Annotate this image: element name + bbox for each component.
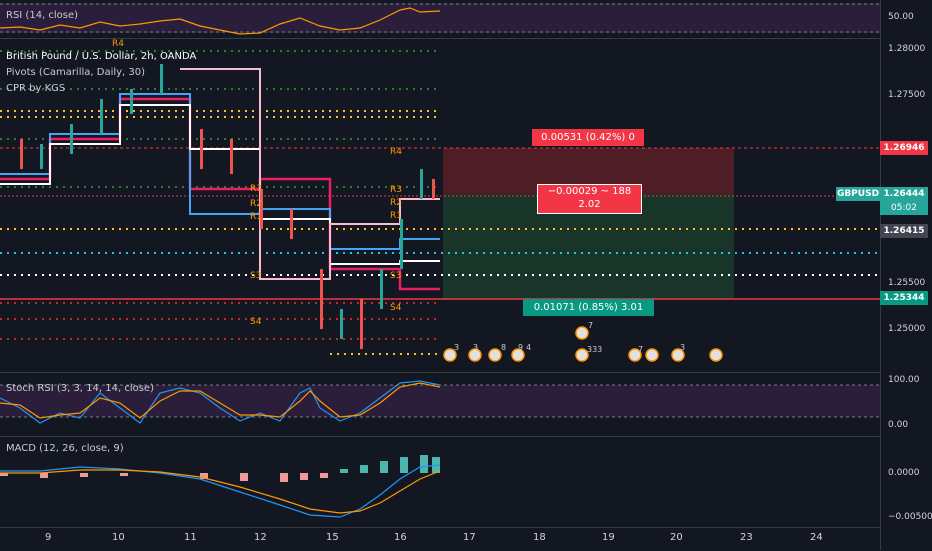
stoch-legend: Stoch RSI (3, 3, 14, 14, close) xyxy=(6,383,154,394)
rsi-plot xyxy=(0,3,880,35)
current-price-tag: 1.26444 xyxy=(880,187,928,201)
macd-plot xyxy=(0,455,441,518)
price-tick: 1.25500 xyxy=(888,278,926,288)
pivot-label: S4 xyxy=(390,303,402,313)
entry-price-tag: 1.26415 xyxy=(880,224,928,238)
time-label: 23 xyxy=(740,532,753,543)
event-count[interactable]: 4 xyxy=(526,343,532,352)
pl-label-box[interactable]: −0.00029 ~ 188 2.02 xyxy=(537,184,642,214)
price-axis[interactable] xyxy=(880,0,932,550)
pivot-label: R3 xyxy=(390,185,402,195)
rsi-pane: RSI (14, close) xyxy=(0,0,880,38)
price-plot[interactable] xyxy=(0,39,880,372)
macd-legend: MACD (12, 26, close, 9) xyxy=(6,443,124,454)
macd-tick: 0.0000 xyxy=(888,468,920,478)
pivots-legend: Pivots (Camarilla, Daily, 30) xyxy=(6,67,146,78)
time-label: 10 xyxy=(112,532,125,543)
pivot-label: R1 xyxy=(250,212,262,222)
price-tick: 1.25000 xyxy=(888,324,926,334)
price-tick: 1.28000 xyxy=(888,44,926,54)
main-chart-pane[interactable]: British Pound / U.S. Dollar, 2h, OANDA P… xyxy=(0,39,880,372)
pivot-label: S4 xyxy=(250,317,262,327)
time-label: 11 xyxy=(184,532,197,543)
time-label: 18 xyxy=(533,532,546,543)
time-label: 15 xyxy=(326,532,339,543)
risk-label-box[interactable]: 0.00531 (0.42%) 0 xyxy=(532,129,644,146)
rsi-legend: RSI (14, close) xyxy=(6,10,79,21)
stop-price-tag: 1.26946 xyxy=(880,141,928,155)
pivot-label: R4 xyxy=(390,147,402,157)
event-count[interactable]: 7 xyxy=(638,345,644,354)
main-legend-title: British Pound / U.S. Dollar, 2h, OANDA xyxy=(6,51,197,62)
time-axis[interactable] xyxy=(0,527,880,551)
pivot-label: R2 xyxy=(250,199,262,209)
stoch-tick: 100.00 xyxy=(888,375,920,385)
time-label: 12 xyxy=(254,532,267,543)
time-label: 16 xyxy=(394,532,407,543)
price-tick: 1.27500 xyxy=(888,90,926,100)
time-label: 24 xyxy=(810,532,823,543)
time-label: 20 xyxy=(670,532,683,543)
event-count[interactable]: 9 xyxy=(518,343,524,352)
time-label: 9 xyxy=(45,532,52,543)
reward-label-box[interactable]: 0.01071 (0.85%) 3.01 xyxy=(523,299,654,316)
pivot-label: R2 xyxy=(390,198,402,208)
target-price-tag: 1.25344 xyxy=(880,291,928,305)
time-label: 19 xyxy=(602,532,615,543)
time-label: 17 xyxy=(463,532,476,543)
pl-line-1: −0.00029 ~ 188 xyxy=(547,186,632,197)
stoch-tick: 0.00 xyxy=(888,420,909,430)
pivot-label: R1 xyxy=(390,211,402,221)
cpr-legend: CPR by KGS xyxy=(6,83,66,94)
stoch-plot xyxy=(0,380,880,424)
stoch-rsi-pane: Stoch RSI (3, 3, 14, 14, close) xyxy=(0,373,880,436)
countdown-tag: 05:02 xyxy=(880,201,928,215)
symbol-tag: GBPUSD xyxy=(836,187,880,201)
rsi-level-tick: 50.00 xyxy=(888,12,914,22)
macd-pane: MACD (12, 26, close, 9) xyxy=(0,437,880,527)
pl-line-2: 2.02 xyxy=(578,199,601,210)
pivot-label: S3 xyxy=(250,271,262,281)
event-count[interactable]: 7 xyxy=(588,321,594,330)
pivot-label: R4 xyxy=(112,39,124,49)
event-count[interactable]: 3 xyxy=(473,343,479,352)
event-count[interactable]: 333 xyxy=(587,345,603,354)
pivot-label: S3 xyxy=(390,271,402,281)
event-count[interactable]: 3 xyxy=(680,343,686,352)
macd-tick: −0.00500 xyxy=(888,512,932,522)
event-count[interactable]: 3 xyxy=(454,343,460,352)
event-count[interactable]: 8 xyxy=(501,343,507,352)
pivot-label: R3 xyxy=(250,184,262,194)
